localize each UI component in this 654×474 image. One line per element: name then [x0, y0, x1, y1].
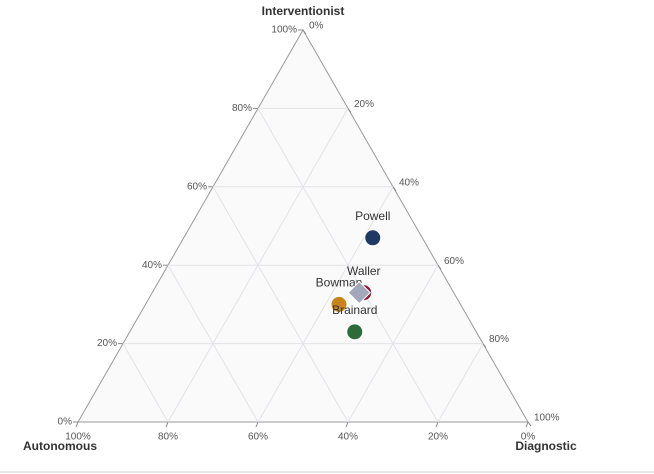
point	[330, 295, 348, 313]
grid-line	[437, 343, 484, 423]
triangle	[77, 28, 529, 423]
tick-label: 20%	[97, 338, 117, 349]
tick-label: 0%	[309, 21, 324, 32]
grid-line	[212, 186, 349, 423]
tick-label: 20%	[428, 432, 448, 443]
tick-label: 60%	[248, 432, 268, 443]
tick-label: 60%	[444, 256, 464, 267]
tick-label: 100%	[65, 432, 91, 443]
tick-mark	[75, 421, 79, 428]
tick-label: 100%	[534, 413, 560, 424]
tick-mark	[392, 186, 397, 192]
point-label: Brainard	[332, 303, 377, 317]
grid-line	[257, 186, 394, 423]
tick-mark	[435, 421, 439, 428]
tick-label: 0%	[521, 432, 536, 443]
point	[347, 280, 371, 305]
tick-mark	[527, 421, 532, 427]
point-label: Waller	[347, 264, 381, 278]
tick-label: 20%	[354, 99, 374, 110]
axis-title: Diagnostic	[515, 439, 577, 453]
grid-line	[122, 343, 169, 423]
tick-mark	[255, 421, 259, 428]
point-label: Bowman	[316, 276, 363, 290]
tick-label: 40%	[142, 260, 162, 271]
axis-title: Interventionist	[262, 4, 345, 18]
tick-mark	[302, 29, 307, 35]
tick-mark	[345, 421, 349, 428]
axis-title: Autonomous	[23, 439, 97, 453]
point	[346, 323, 364, 341]
grid-line	[167, 108, 349, 423]
grid-line	[347, 264, 439, 423]
tick-label: 100%	[271, 25, 297, 36]
tick-mark	[437, 264, 442, 270]
tick-label: 0%	[58, 417, 73, 428]
tick-mark	[525, 421, 529, 428]
tick-label: 60%	[187, 181, 207, 192]
tick-label: 80%	[158, 432, 178, 443]
tick-mark	[482, 343, 487, 348]
tick-label: 40%	[338, 432, 358, 443]
tick-label: 80%	[489, 334, 509, 345]
tick-mark	[165, 421, 169, 428]
point	[364, 229, 382, 247]
tick-label: 80%	[232, 103, 252, 114]
tick-label: 40%	[399, 177, 419, 188]
point-label: Powell	[355, 209, 390, 223]
tick-mark	[347, 108, 352, 113]
